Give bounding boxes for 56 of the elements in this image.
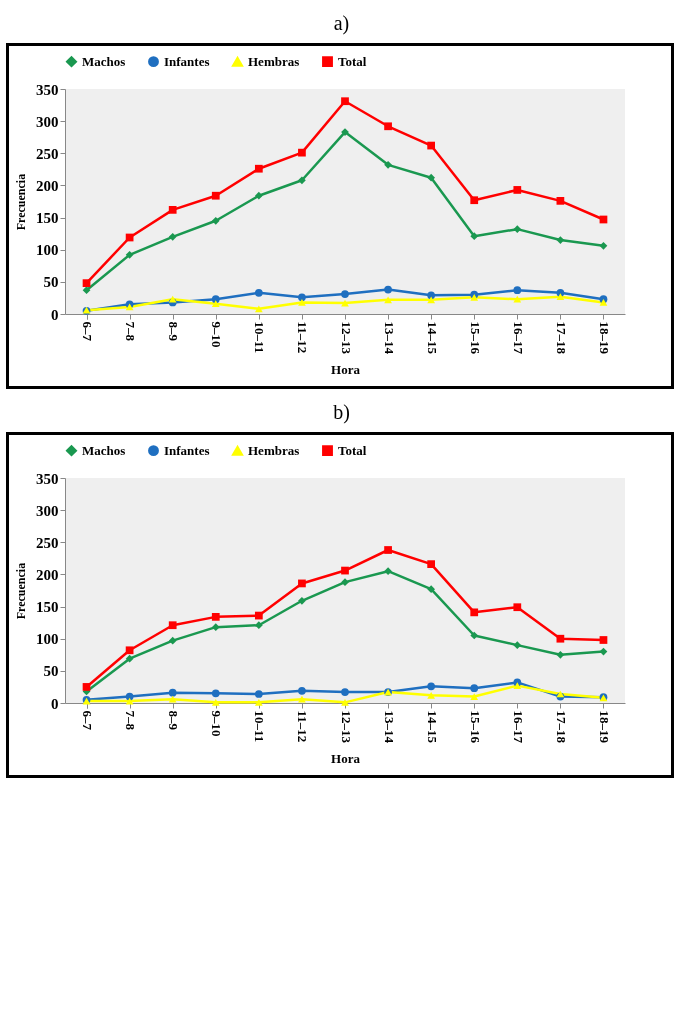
x-tick-label: 16–17 [510, 321, 526, 355]
y-tick-label: 150 [36, 210, 59, 227]
x-tick-label: 6–7 [80, 321, 96, 342]
y-tick-label: 50 [43, 663, 59, 680]
chart-title: a) [332, 12, 351, 35]
x-tick-label: 15–16 [467, 321, 483, 355]
legend-label: Machos [82, 53, 126, 69]
x-tick-label: 9–10 [209, 710, 225, 737]
x-tick-label: 9–10 [209, 321, 225, 348]
x-tick-label: 12–13 [338, 710, 354, 744]
x-tick-label: 8–9 [166, 710, 182, 731]
x-axis-title: Hora [331, 751, 361, 766]
y-tick-label: 200 [36, 566, 59, 583]
x-tick-label: 17–18 [553, 321, 569, 355]
x-tick-label: 13–14 [381, 710, 397, 744]
chart-title: b) [332, 401, 351, 424]
x-axis-title: Hora [331, 362, 361, 377]
x-tick-label: 15–16 [467, 710, 483, 744]
legend-label: Machos [82, 442, 126, 458]
legend-label: Hembras [248, 53, 300, 69]
x-tick-label: 7–8 [123, 321, 139, 342]
y-tick-label: 250 [36, 534, 59, 551]
x-tick-label: 17–18 [553, 710, 569, 744]
x-tick-label: 10–11 [252, 710, 268, 743]
y-tick-label: 350 [36, 470, 59, 487]
legend-label: Total [338, 53, 367, 69]
x-tick-label: 12–13 [338, 321, 354, 355]
x-tick-label: 10–11 [252, 321, 268, 354]
legend-label: Hembras [248, 442, 300, 458]
y-tick-label: 150 [36, 599, 59, 616]
legend-label: Infantes [164, 53, 210, 69]
y-tick-label: 100 [36, 242, 59, 259]
x-tick-label: 13–14 [381, 321, 397, 355]
x-tick-label: 18–19 [596, 710, 612, 744]
y-axis-title: Frecuencia [14, 173, 28, 231]
x-tick-label: 16–17 [510, 710, 526, 744]
y-tick-label: 350 [36, 81, 59, 98]
y-tick-label: 250 [36, 145, 59, 162]
x-tick-label: 11–12 [295, 321, 311, 354]
x-tick-label: 18–19 [596, 321, 612, 355]
x-tick-label: 14–15 [424, 321, 440, 355]
x-tick-label: 14–15 [424, 710, 440, 744]
y-tick-label: 300 [36, 502, 59, 519]
y-tick-label: 50 [43, 274, 59, 291]
y-tick-label: 200 [36, 177, 59, 194]
y-tick-label: 0 [51, 695, 59, 712]
y-axis-title: Frecuencia [14, 562, 28, 620]
y-tick-label: 100 [36, 631, 59, 648]
x-tick-label: 7–8 [123, 710, 139, 731]
x-tick-label: 6–7 [80, 710, 96, 731]
y-tick-label: 0 [51, 306, 59, 323]
legend-label: Infantes [164, 442, 210, 458]
y-tick-label: 300 [36, 113, 59, 130]
legend-label: Total [338, 442, 367, 458]
x-tick-label: 11–12 [295, 710, 311, 743]
x-tick-label: 8–9 [166, 321, 182, 342]
